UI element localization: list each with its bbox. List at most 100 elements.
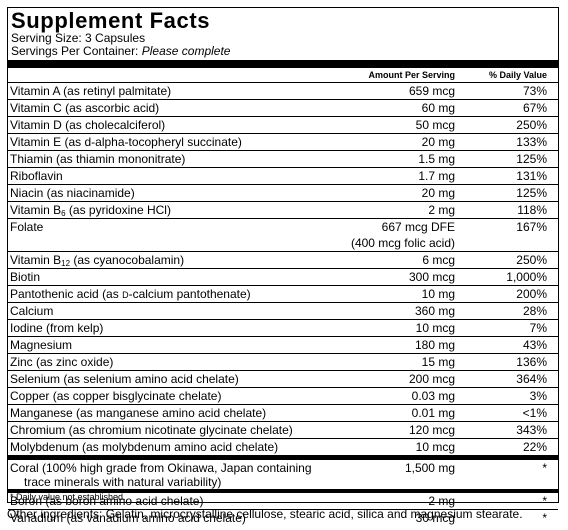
nutrient-amount: 120 mcg [408,423,455,437]
subscript: 12 [61,259,71,268]
nutrient-name: Chromium (as chromium nicotinate glycina… [10,423,293,437]
nutrient-name: Iodine (from kelp) [10,321,104,335]
nutrient-name: Copper (as copper bisglycinate chelate) [10,389,222,403]
nutrient-amount: 180 mg [414,338,455,352]
table-row: Chromium (as chromium nicotinate glycina… [8,422,558,439]
nutrient-amount: 10 mg [421,287,455,301]
nutrient-amount: 30 mcg [415,511,455,525]
nutrient-dv: 125% [516,186,547,200]
nutrient-name: Molybdenum (as molybdenum amino acid che… [10,440,279,454]
table-row: Zinc (as zinc oxide) 15 mg 136% [8,354,558,371]
nutrient-name: Riboflavin [10,169,63,183]
nutrient-amount: 15 mg [421,355,455,369]
thick-divider-bottom [8,489,558,492]
nutrient-name: Biotin [10,270,41,284]
nutrient-dv: 131% [516,169,547,183]
table-row: Selenium (as selenium amino acid chelate… [8,371,558,388]
nutrient-dv: 43% [522,338,547,352]
nutrient-dv: 125% [516,152,547,166]
footnote: * Daily value not established. [10,492,126,502]
small-caps: D [122,290,129,300]
nutrient-dv: 364% [516,372,547,386]
nutrient-name: Vanadium (as vanadium amino acid chelate… [10,511,246,525]
nutrient-name: Vitamin B6 (as pyridoxine HCl) [10,202,171,218]
nutrient-name: Folate [10,220,44,234]
table-row: Molybdenum (as molybdenum amino acid che… [8,439,558,455]
table-row: Vitamin B6 (as pyridoxine HCl) 2 mg 118% [8,202,558,219]
nutrient-dv: 136% [516,355,547,369]
name-part: Vitamin B [10,253,62,267]
nutrient-name: Vitamin C (as ascorbic acid) [10,101,160,115]
table-row: Vitamin B12 (as cyanocobalamin) 6 mcg 250% [8,252,558,269]
nutrient-amount: 10 mcg [415,321,455,335]
nutrient-dv: 67% [522,101,547,115]
amount-per-serving-header: Amount Per Serving [368,70,455,80]
nutrient-name: Calcium [10,304,54,318]
table-row: Manganese (as manganese amino acid chela… [8,405,558,422]
nutrient-name: Thiamin (as thiamin mononitrate) [10,152,186,166]
nutrient-name: Manganese (as manganese amino acid chela… [10,406,267,420]
nutrient-amount: 20 mg [421,186,455,200]
nutrient-table: Vitamin A (as retinyl palmitate) 659 mcg 7… [8,83,558,526]
header-divider [8,82,558,83]
nutrient-amount: 0.01 mg [411,406,455,420]
servings-value: Please complete [141,44,231,58]
nutrient-name: Niacin (as niacinamide) [10,186,135,200]
table-row: Iodine (from kelp) 10 mcg 7% [8,320,558,337]
nutrient-amount: 1.5 mg [418,152,455,166]
table-row: Vanadium (as vanadium amino acid chelate… [8,510,558,526]
nutrient-dv: 22% [522,440,547,454]
table-row: Vitamin A (as retinyl palmitate) 659 mcg 7… [8,83,558,100]
table-row: Copper (as copper bisglycinate chelate) 0… [8,388,558,405]
nutrient-amount: 360 mg [414,304,455,318]
nutrient-dv: <1% [522,406,547,420]
table-row: Vitamin C (as ascorbic acid) 60 mg 67% [8,100,558,117]
table-row: Folate 667 mcg DFE (400 mcg folic acid) 167… [8,219,558,252]
nutrient-dv: 167% [516,220,547,234]
nutrient-dv: 28% [522,304,547,318]
table-row: Vitamin D (as cholecalciferol) 50 mcg 250% [8,117,558,134]
name-line-2: trace minerals with natural variability) [24,475,222,489]
nutrient-amount: 2 mg [428,494,455,508]
name-line-1: Coral (100% high grade from Okinawa, Jap… [10,461,312,475]
servings-per-container: Servings Per Container: Please complete [11,45,230,58]
table-row: Biotin 300 mcg 1,000% [8,269,558,286]
nutrient-dv: 250% [516,253,547,267]
nutrient-dv: 133% [516,135,547,149]
amount-line-2: (400 mcg folic acid) [350,236,455,250]
name-part: (as cyanocobalamin) [70,253,185,267]
panel-title: Supplement Facts [11,8,211,33]
nutrient-dv: 118% [517,203,547,217]
table-row: Boron (as boron amino acid chelate) 2 mg * [8,493,558,510]
nutrient-amount: 60 mg [421,101,455,115]
nutrient-amount: 10 mcg [415,440,455,454]
nutrient-dv: 3% [529,389,547,403]
nutrient-name: Vitamin B12 (as cyanocobalamin) [10,252,184,268]
daily-value-header: % Daily Value [488,70,547,80]
nutrient-name: Magnesium [10,338,73,352]
thick-divider-middle [8,455,558,460]
name-part: Pantothenic acid (as [10,287,123,301]
name-part: (as pyridoxine HCl) [65,203,171,217]
nutrient-name: Pantothenic acid (as D-calcium pantothen… [10,286,251,303]
nutrient-dv: 250% [516,118,547,132]
nutrient-dv: * [542,511,547,525]
amount-line-1: 667 mcg DFE [381,220,455,234]
thick-divider-top [8,60,558,68]
nutrient-name: Boron (as boron amino acid chelate) [10,494,204,508]
nutrient-name: Vitamin D (as cholecalciferol) [10,118,166,132]
nutrient-dv: 7% [529,321,547,335]
nutrient-amount: 667 mcg DFE (400 mcg folic acid) [351,219,455,251]
nutrient-amount: 50 mcg [415,118,455,132]
nutrient-name: Vitamin E (as d-alpha-tocopheryl succina… [10,135,242,149]
nutrient-dv: 200% [516,287,547,301]
nutrient-amount: 0.03 mg [411,389,455,403]
nutrient-amount: 6 mcg [422,253,455,267]
table-row: Thiamin (as thiamin mononitrate) 1.5 mg 12… [8,151,558,168]
table-row: Pantothenic acid (as D-calcium pantothen… [8,286,558,303]
nutrient-amount: 1,500 mg [404,461,455,475]
name-part: -calcium pantothenate) [128,287,251,301]
name-part: Vitamin B [10,203,62,217]
subscript: 6 [61,209,66,218]
nutrient-dv: 343% [516,423,547,437]
